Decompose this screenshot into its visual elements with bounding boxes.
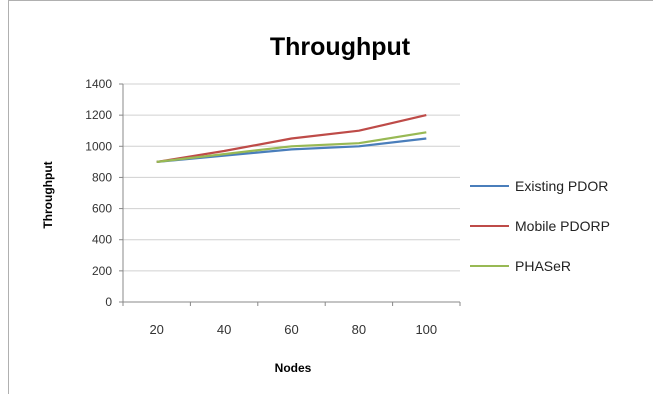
series-lines xyxy=(156,114,427,163)
x-tick-label: 60 xyxy=(284,322,298,337)
legend: Existing PDOR Mobile PDORP PHASeR xyxy=(470,178,610,274)
y-tick-label: 800 xyxy=(92,170,112,184)
x-tick-label: 100 xyxy=(415,322,437,337)
x-tick-label: 80 xyxy=(352,322,366,337)
y-tick-label: 600 xyxy=(92,202,112,216)
gridlines xyxy=(123,83,460,272)
x-tick-label: 40 xyxy=(217,322,231,337)
y-tick-label: 400 xyxy=(92,233,112,247)
image-top-border xyxy=(8,0,653,1)
legend-label-0: Existing PDOR xyxy=(515,178,608,194)
axes xyxy=(122,84,460,303)
y-tick-label: 1200 xyxy=(85,108,112,122)
y-axis-label: Throughput xyxy=(41,161,55,228)
image-left-border xyxy=(8,0,9,394)
series-line-0 xyxy=(156,137,427,163)
x-tick-label: 20 xyxy=(149,322,163,337)
y-tick-label: 0 xyxy=(105,295,112,309)
x-tick-labels: 20 40 60 80 100 xyxy=(122,302,461,337)
y-tick-labels: 0 200 400 600 800 1000 1200 1400 xyxy=(85,77,123,309)
series-line-1 xyxy=(156,114,427,163)
y-tick-label: 200 xyxy=(92,264,112,278)
legend-label-2: PHASeR xyxy=(515,258,571,274)
chart-title: Throughput xyxy=(270,33,411,61)
series-line-2 xyxy=(156,131,427,163)
legend-label-1: Mobile PDORP xyxy=(515,218,610,234)
y-tick-label: 1400 xyxy=(85,77,112,91)
x-axis-label: Nodes xyxy=(275,361,312,375)
y-tick-label: 1000 xyxy=(85,139,112,153)
